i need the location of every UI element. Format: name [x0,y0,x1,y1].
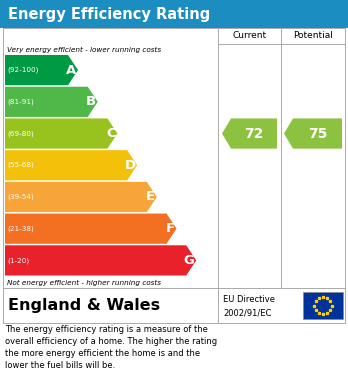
Text: Energy Efficiency Rating: Energy Efficiency Rating [8,7,210,22]
Text: Not energy efficient - higher running costs: Not energy efficient - higher running co… [7,280,161,285]
Text: B: B [86,95,96,108]
Text: G: G [184,254,195,267]
Text: (39-54): (39-54) [7,194,34,200]
Polygon shape [5,182,157,212]
Text: (21-38): (21-38) [7,226,34,232]
Polygon shape [5,87,98,117]
Text: A: A [66,64,77,77]
Bar [3,288,345,323]
Polygon shape [5,150,137,180]
Text: EU Directive: EU Directive [223,295,275,304]
Text: D: D [125,159,136,172]
Bar [0,0,348,28]
Text: F: F [166,222,175,235]
Text: C: C [106,127,116,140]
Text: 75: 75 [308,127,327,140]
Text: Very energy efficient - lower running costs: Very energy efficient - lower running co… [7,47,161,52]
Text: England & Wales: England & Wales [8,298,160,313]
Bar [303,292,343,319]
Text: Potential: Potential [293,32,333,41]
Text: (69-80): (69-80) [7,130,34,137]
Text: (1-20): (1-20) [7,257,29,264]
Text: The energy efficiency rating is a measure of the
overall efficiency of a home. T: The energy efficiency rating is a measur… [5,325,217,370]
Text: 72: 72 [244,127,264,140]
Polygon shape [5,55,78,85]
Polygon shape [5,245,196,276]
Polygon shape [5,118,117,149]
Bar [3,28,345,288]
Text: (81-91): (81-91) [7,99,34,105]
Text: 2002/91/EC: 2002/91/EC [223,308,271,317]
Text: (55-68): (55-68) [7,162,34,169]
Polygon shape [284,118,342,149]
Text: E: E [146,190,155,203]
Text: (92-100): (92-100) [7,67,38,74]
Text: Current: Current [232,32,267,41]
Polygon shape [222,118,277,149]
Polygon shape [5,213,176,244]
